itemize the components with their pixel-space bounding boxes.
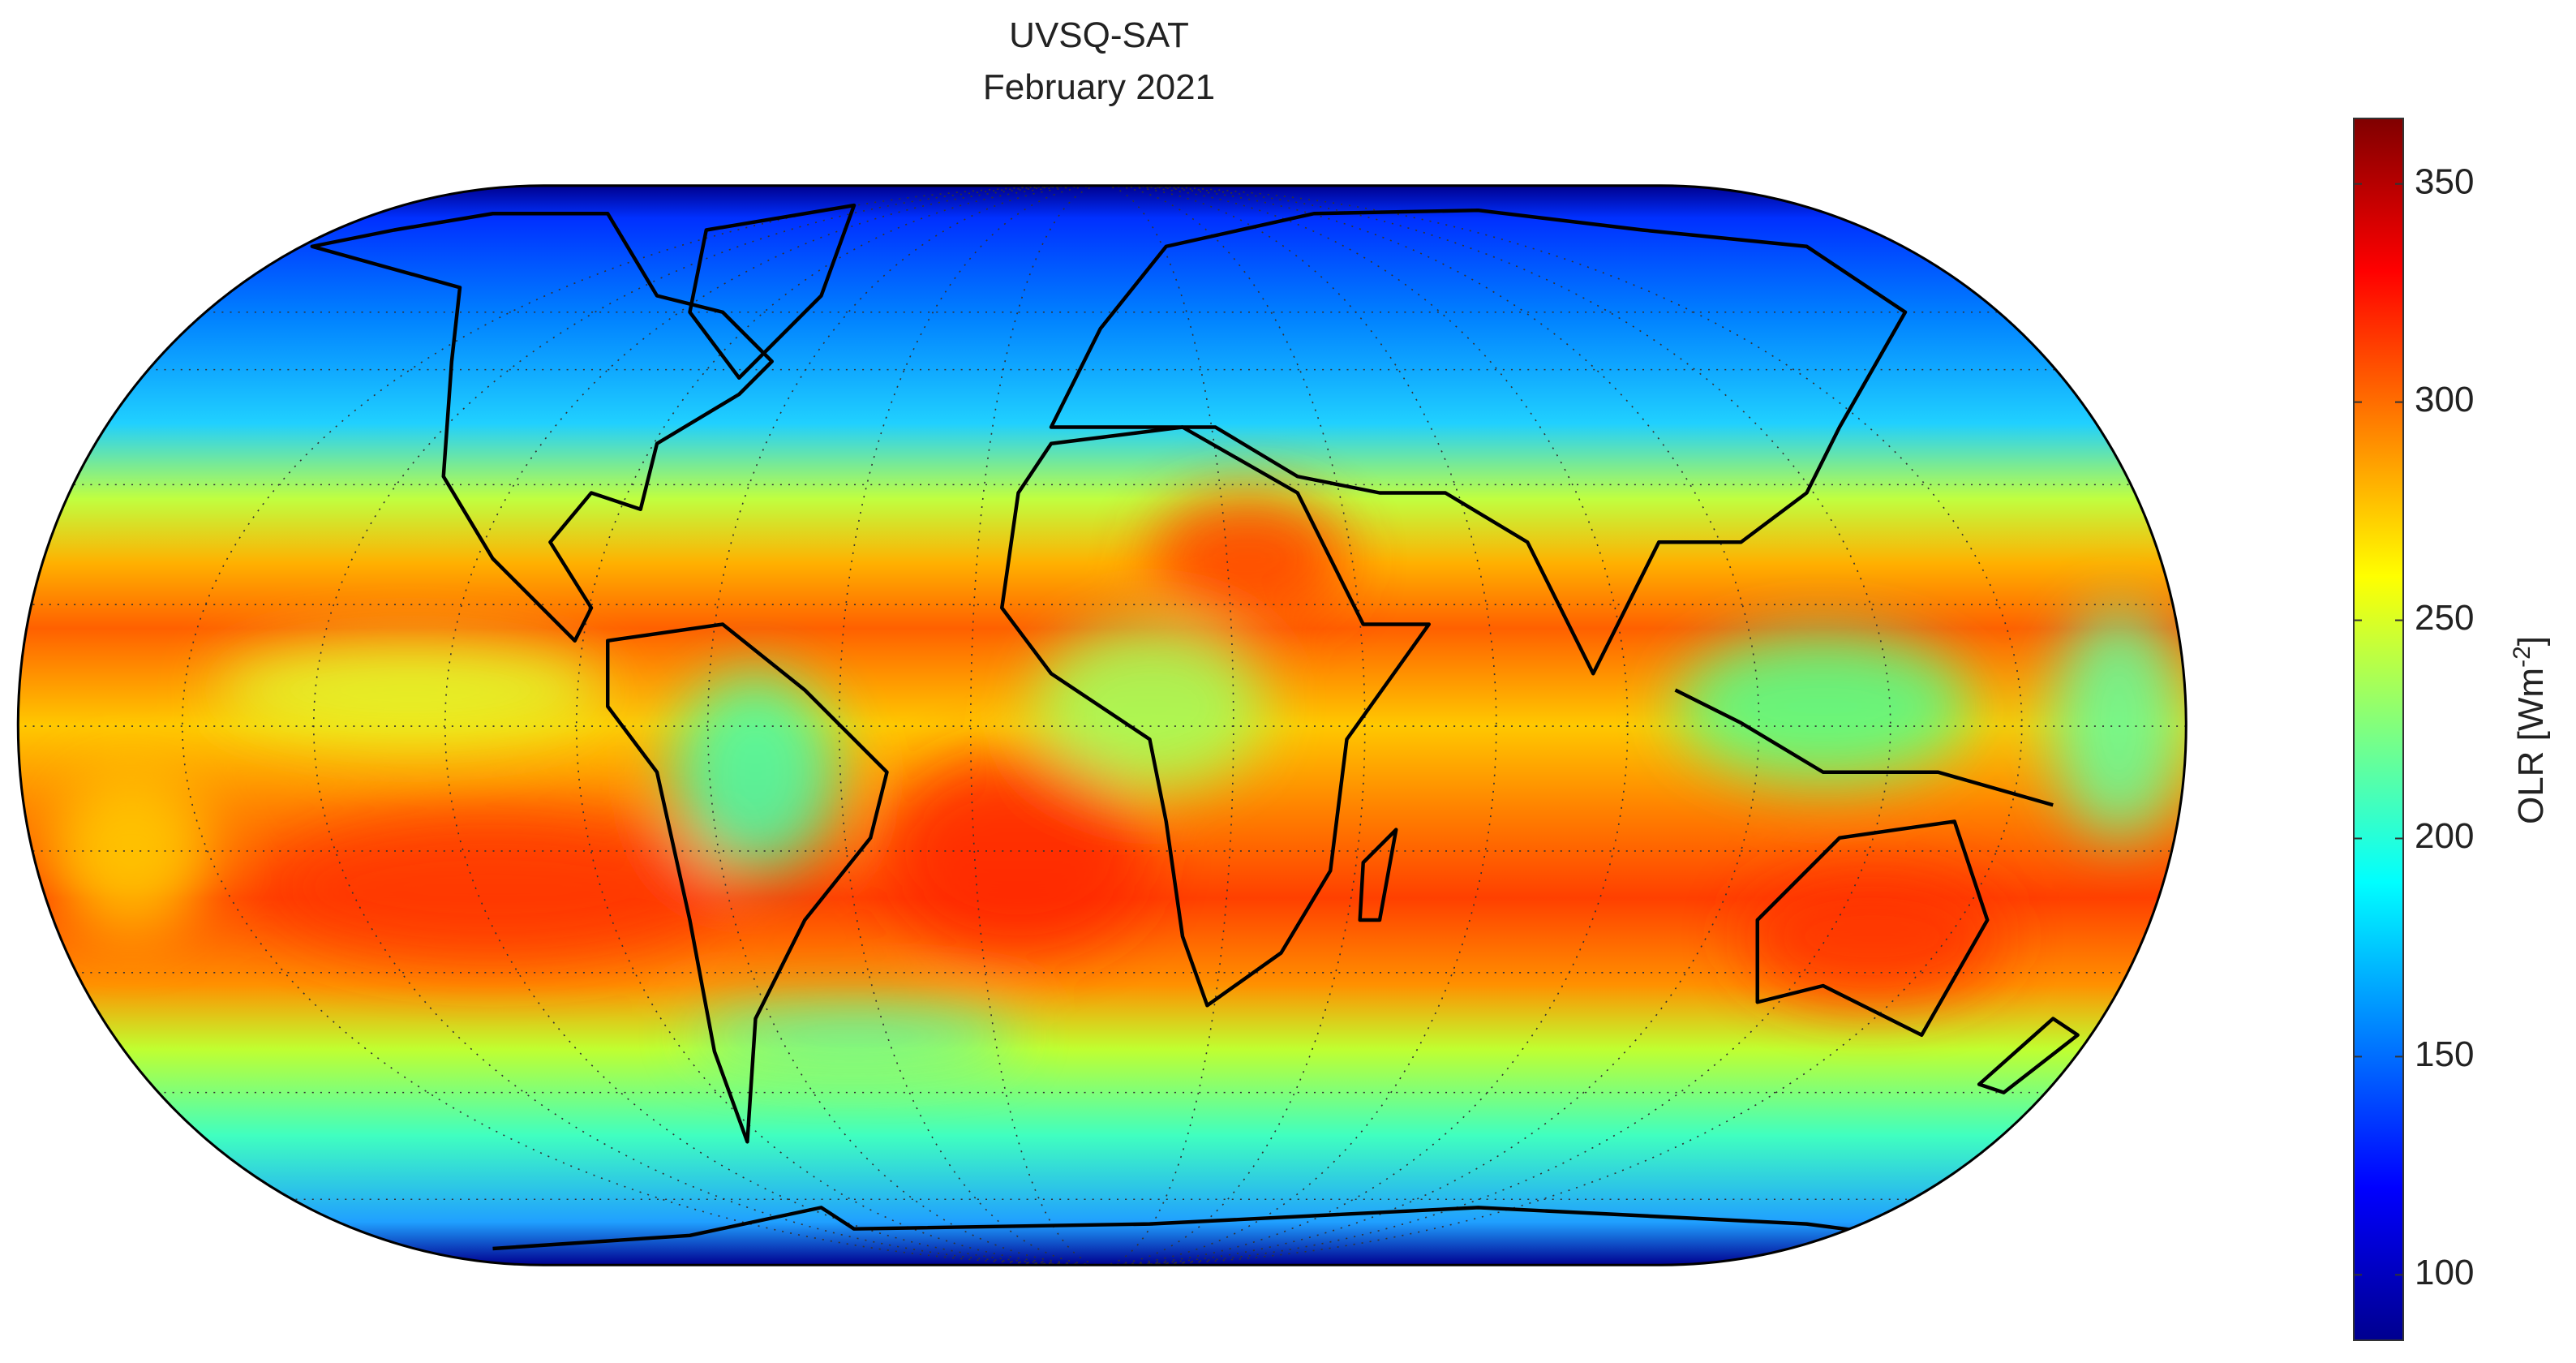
colorbar-label: OLR [Wm-2] — [2509, 636, 2551, 824]
title-line: UVSQ-SAT — [1009, 15, 1189, 55]
colorbar-label-suffix: ] — [2511, 636, 2551, 646]
colorbar-tick-label: 250 — [2415, 598, 2474, 638]
colorbar-tick-label: 100 — [2415, 1253, 2474, 1292]
map — [16, 184, 2187, 1266]
colorbar-tick-label: 350 — [2415, 161, 2474, 201]
coastlines — [310, 203, 2080, 1251]
colorbar-tick-label: 200 — [2415, 816, 2474, 856]
colorbar-tick-label: 300 — [2415, 380, 2474, 419]
colorbar-tick-label: 150 — [2415, 1034, 2474, 1074]
title-line: February 2021 — [983, 67, 1215, 107]
colorbar-label-text: OLR [Wm — [2511, 668, 2551, 824]
colorbar-label-superscript: -2 — [2509, 646, 2535, 668]
colorbar: OLR [Wm-2] 100 150 200 250 300 350 — [2353, 118, 2551, 1341]
map-frame — [16, 184, 2187, 1266]
colorbar-ramp — [2353, 118, 2404, 1341]
